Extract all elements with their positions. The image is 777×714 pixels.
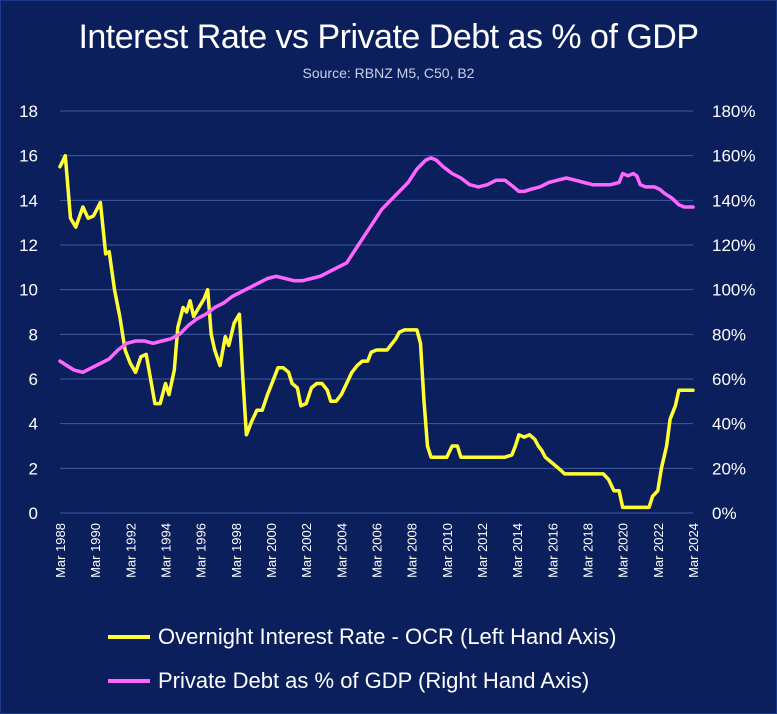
x-tick-label: Mar 1988 (53, 523, 68, 578)
x-tick-label: Mar 2012 (475, 523, 490, 578)
y-left-tick-label: 0 (29, 504, 38, 523)
x-tick-label: Mar 2006 (370, 523, 385, 578)
y-left-tick-label: 2 (29, 459, 38, 478)
y-right-tick-label: 140% (712, 191, 755, 210)
y-right-tick-label: 20% (712, 459, 746, 478)
x-tick-label: Mar 2014 (510, 523, 525, 578)
y-left-tick-label: 12 (19, 236, 38, 255)
x-tick-label: Mar 1992 (123, 523, 138, 578)
y-right-tick-label: 180% (712, 102, 755, 121)
legend-swatch-ocr (108, 635, 150, 639)
legend-label-debt: Private Debt as % of GDP (Right Hand Axi… (158, 668, 590, 693)
y-left-tick-label: 10 (19, 281, 38, 300)
y-left-tick-label: 18 (19, 102, 38, 121)
x-tick-label: Mar 2000 (264, 523, 279, 578)
series-line-ocr (58, 153, 695, 510)
y-right-tick-label: 40% (712, 415, 746, 434)
y-right-tick-label: 80% (712, 325, 746, 344)
x-tick-label: Mar 2008 (405, 523, 420, 578)
chart-subtitle: Source: RBNZ M5, C50, B2 (302, 65, 475, 81)
chart-legend: Overnight Interest Rate - OCR (Left Hand… (108, 615, 617, 703)
x-tick-label: Mar 1996 (194, 523, 209, 578)
x-tick-label: Mar 2022 (651, 523, 666, 578)
x-tick-label: Mar 2020 (616, 523, 631, 578)
y-left-tick-label: 8 (29, 325, 38, 344)
y-right-tick-label: 160% (712, 147, 755, 166)
y-left-tick-label: 4 (29, 415, 38, 434)
legend-swatch-debt (108, 679, 150, 683)
y-right-tick-label: 0% (712, 504, 737, 523)
x-tick-label: Mar 2018 (581, 523, 596, 578)
x-tick-label: Mar 2024 (686, 523, 701, 578)
legend-label-ocr: Overnight Interest Rate - OCR (Left Hand… (158, 624, 617, 649)
x-tick-label: Mar 1998 (229, 523, 244, 578)
x-tick-label: Mar 2010 (440, 523, 455, 578)
y-right-tick-label: 120% (712, 236, 755, 255)
x-tick-label: Mar 2016 (545, 523, 560, 578)
y-left-tick-label: 16 (19, 147, 38, 166)
y-right-tick-label: 100% (712, 281, 755, 300)
x-tick-label: Mar 1990 (88, 523, 103, 578)
y-right-tick-label: 60% (712, 370, 746, 389)
x-tick-label: Mar 2002 (299, 523, 314, 578)
x-tick-label: Mar 1994 (159, 523, 174, 578)
legend-item-ocr: Overnight Interest Rate - OCR (Left Hand… (108, 615, 617, 659)
series-line-private-debt (58, 156, 695, 375)
x-tick-label: Mar 2004 (334, 523, 349, 578)
y-left-tick-label: 6 (29, 370, 38, 389)
chart-title: Interest Rate vs Private Debt as % of GD… (78, 18, 699, 56)
y-left-tick-label: 14 (19, 191, 38, 210)
legend-item-debt: Private Debt as % of GDP (Right Hand Axi… (108, 659, 617, 703)
